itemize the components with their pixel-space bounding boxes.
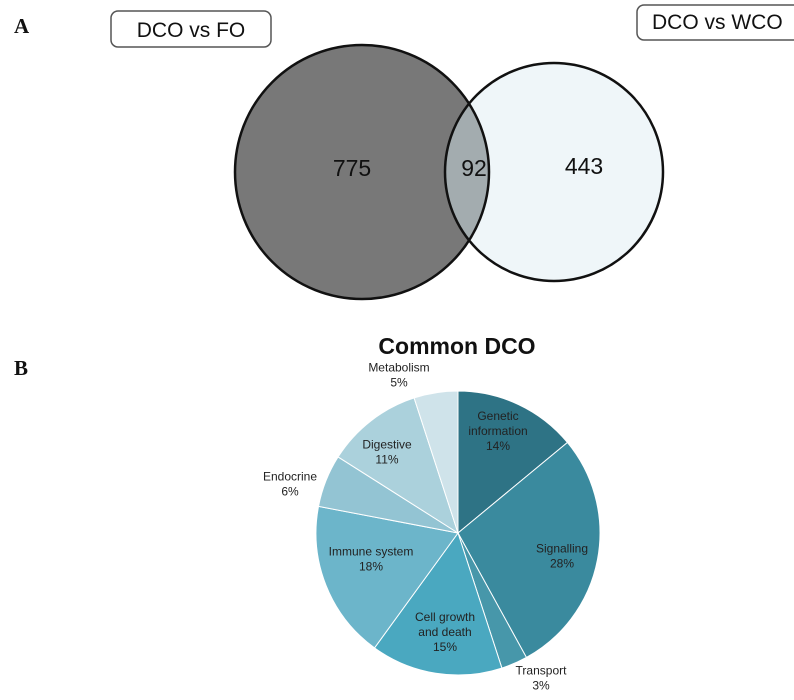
pie-label-name: Digestive [362,438,412,452]
left-set-tag-box [110,10,272,48]
pie-label-percent: 5% [390,376,408,390]
pie-label-name: Genetic [477,409,518,423]
right-set-tag: DCO vs WCO [636,4,794,41]
pie-slice-genetic-information [457,390,569,535]
venn-circle-dco-vs-fo-outline [233,43,491,301]
pie-slice-cell-growth-and-death [373,531,503,676]
pie-label-name: Metabolism [368,361,429,375]
pie-label-digestive: Digestive 11% [362,438,412,467]
venn-count-intersection: 92 [461,155,487,181]
pie-label-genetic-information: Genetic information 14% [468,409,527,453]
left-set-label: DCO vs FO [137,19,246,42]
pie-slice-digestive [337,397,459,535]
venn-count-dco-vs-fo-only: 775 [333,155,371,181]
pie-title: Common DCO [378,333,535,359]
pie-panel: B Common DCO Genetic information 14% Signal… [14,333,601,693]
pie-label-percent: 6% [281,485,299,499]
pie-label-transport: Transport 3% [516,664,568,693]
panel-a-letter: A [14,14,30,38]
pie-label-endocrine: Endocrine 6% [263,470,317,499]
pie-label-percent: 14% [486,439,510,453]
pie-label-name: Transport [516,664,568,678]
pie-label-percent: 11% [375,453,398,467]
pie-label-immune-system: Immune system 18% [329,545,414,574]
pie-labels: Genetic information 14% Signalling 28% Transp… [263,361,588,693]
pie-label-name: Signalling [536,542,588,556]
venn-circle-dco-vs-wco-outline [443,61,665,283]
pie-slices [315,390,601,676]
pie-label-name: and death [418,625,471,639]
pie-slice-immune-system [315,505,459,649]
pie-label-name: Immune system [329,545,414,559]
pie-label-name: information [468,424,527,438]
pie-label-percent: 28% [550,557,574,571]
left-set-tag: DCO vs FO [110,10,272,48]
pie-slice-signalling [457,441,601,659]
venn-panel: A DCO vs FO DCO vs WCO 775 92 443 [14,4,794,301]
pie-label-percent: 18% [359,560,383,574]
pie-label-percent: 15% [433,640,457,654]
panel-b-letter: B [14,356,28,380]
venn-circle-dco-vs-fo [235,45,489,299]
pie-label-cell-growth-and-death: Cell growth and death 15% [415,610,475,654]
pie-label-signalling: Signalling 28% [536,542,588,571]
pie-label-name: Cell growth [415,610,475,624]
pie-slice-metabolism [413,390,459,534]
venn-count-dco-vs-wco-only: 443 [565,153,603,179]
pie-label-percent: 3% [532,679,550,693]
right-set-label: DCO vs WCO [652,11,783,34]
venn-circle-dco-vs-wco [445,63,663,281]
pie-label-name: Endocrine [263,470,317,484]
pie-label-metabolism: Metabolism 5% [368,361,429,390]
right-set-tag-box [636,4,794,41]
